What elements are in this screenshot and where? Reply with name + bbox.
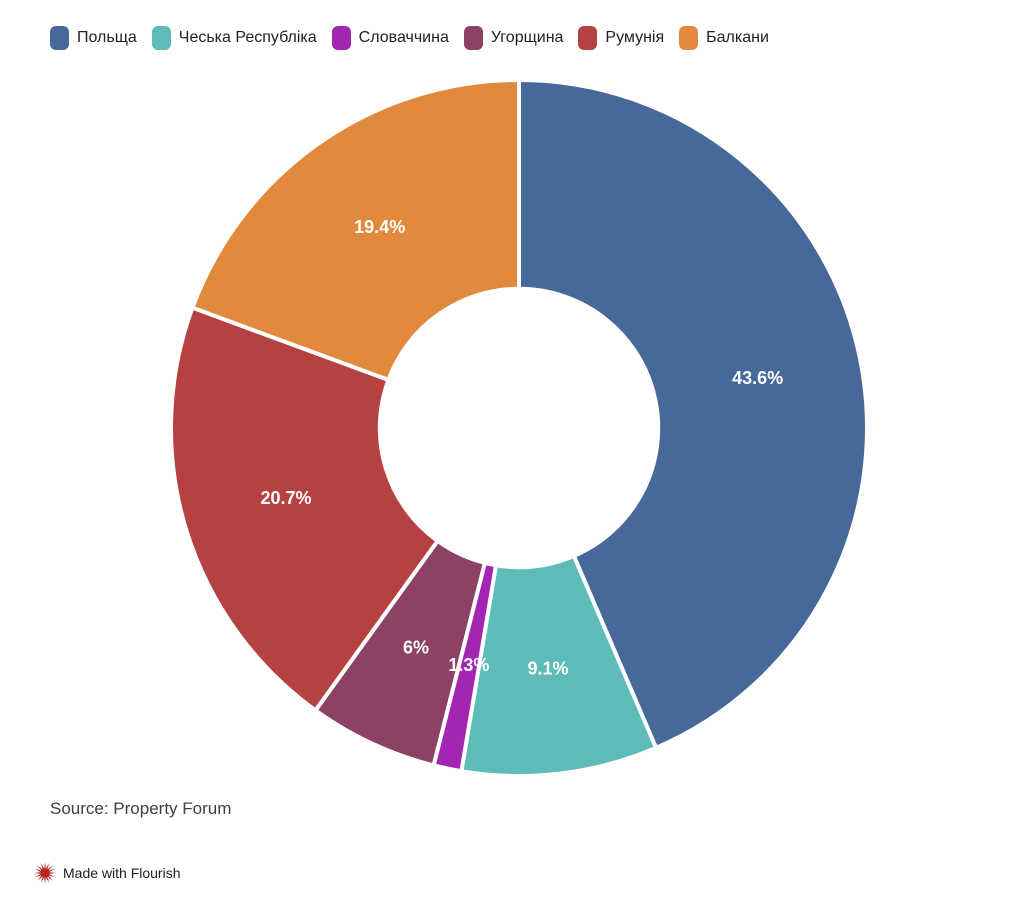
attribution-label: Made with Flourish	[63, 865, 181, 881]
pie-slice-1[interactable]	[517, 78, 869, 750]
flourish-attribution-link[interactable]: Made with Flourish	[33, 861, 181, 885]
legend-swatch	[50, 26, 69, 50]
legend-label: Угорщина	[490, 29, 564, 47]
flourish-starburst-icon	[33, 861, 57, 885]
legend-swatch	[679, 26, 699, 50]
source-text: Source: Property Forum	[50, 799, 232, 818]
pie-slice-6[interactable]	[190, 78, 521, 382]
legend-swatch	[578, 26, 598, 50]
legend-item[interactable]: Словаччина	[331, 26, 449, 50]
legend-item[interactable]: Румунія	[578, 26, 664, 50]
legend-label: Словаччина	[358, 29, 449, 47]
legend-label: Румунія	[605, 29, 665, 47]
legend-label: Балкани	[706, 29, 769, 47]
legend-item[interactable]: Балкани	[679, 26, 769, 50]
legend-label: Польща	[77, 29, 137, 47]
legend-item[interactable]: Угорщина	[463, 26, 564, 50]
legend-swatch	[463, 26, 483, 50]
pie-slice-5[interactable]	[169, 305, 440, 713]
legend-label: Чеська Республіка	[178, 29, 317, 47]
legend-swatch	[151, 26, 171, 50]
legend-item[interactable]: Чеська Республіка	[151, 26, 317, 50]
legend-item[interactable]: Польща	[50, 26, 137, 50]
legend: Польща Чеська Республіка Словаччина Угорщин…	[50, 26, 769, 50]
legend-swatch	[331, 26, 351, 50]
